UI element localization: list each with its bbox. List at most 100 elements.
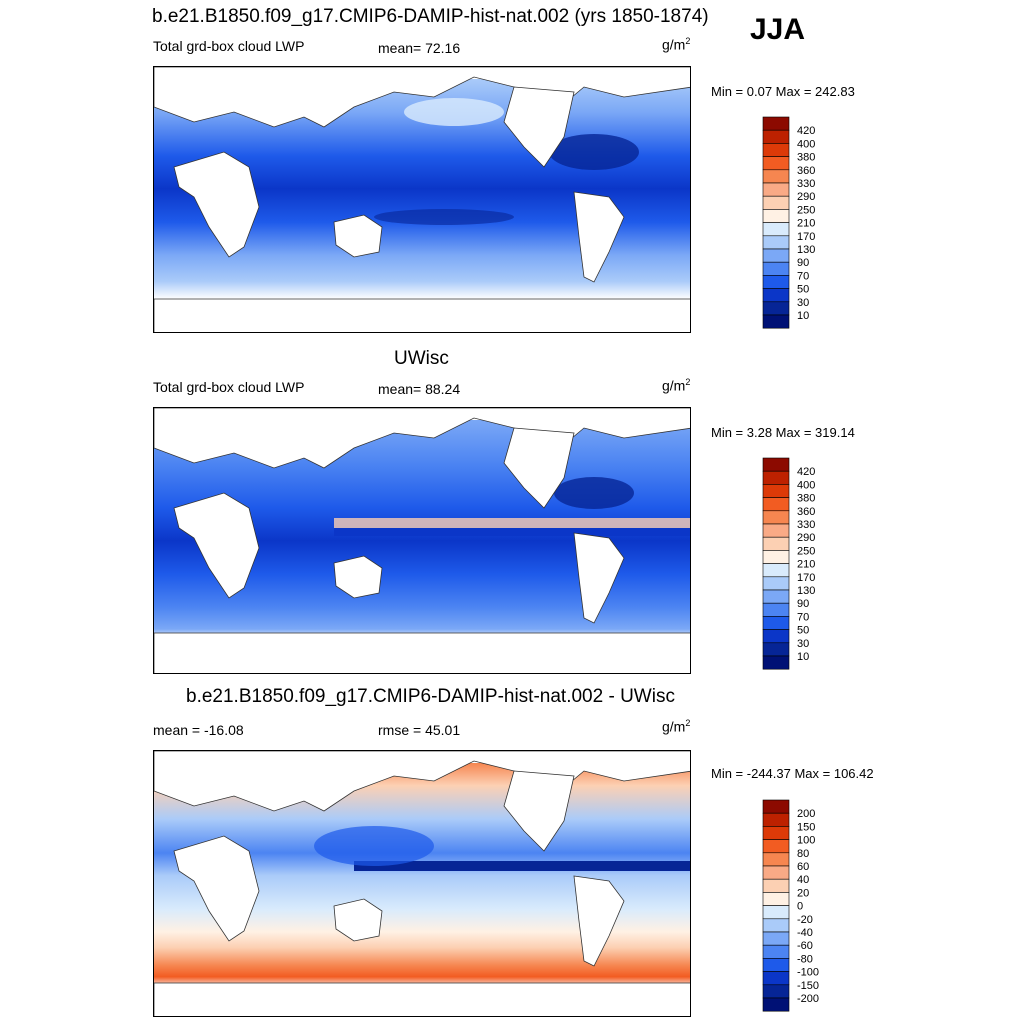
colorbar-swatch <box>762 497 790 512</box>
panel3-mean-label: mean = -16.08 <box>153 722 244 738</box>
south-america <box>573 191 625 283</box>
colorbar-swatch <box>762 616 790 630</box>
colorbar-tick-label: -80 <box>797 953 813 965</box>
colorbar-tick-label: 290 <box>797 532 815 544</box>
colorbar-tick-label: 360 <box>797 506 815 518</box>
colorbar-swatch <box>762 576 790 591</box>
panel1-variable-label: Total grd-box cloud LWP <box>153 38 305 54</box>
colorbar-tick-label: 250 <box>797 204 815 216</box>
colorbar-swatch <box>762 129 790 144</box>
south-america <box>573 532 625 624</box>
colorbar-tick-label: 130 <box>797 585 815 597</box>
colorbar-tick-label: 10 <box>797 310 809 322</box>
panel3-rmse-label: rmse = 45.01 <box>378 722 461 738</box>
colorbar-swatch <box>762 222 790 237</box>
panel3-colorbar: 200 150 100 80 60 40 20 0 -20 -40 -60 -80 -100 -150 -2… <box>762 799 823 1012</box>
colorbar-tick-label: -20 <box>797 914 813 926</box>
colorbar-swatch <box>762 655 790 670</box>
colorbar-tick-label: 90 <box>797 598 809 610</box>
panel2-unit-label: g/m2 <box>662 377 691 394</box>
colorbar-swatch <box>762 826 790 840</box>
colorbar-swatch <box>762 905 790 920</box>
colorbar-swatch <box>762 629 790 644</box>
colorbar-swatch <box>762 971 790 986</box>
africa <box>173 835 260 942</box>
itcz-band <box>334 518 690 528</box>
colorbar-swatch <box>762 878 790 893</box>
colorbar-swatch <box>762 195 790 210</box>
panel3-map <box>153 750 691 1017</box>
colorbar-swatch <box>762 997 790 1012</box>
colorbar-tick-label: 400 <box>797 138 815 150</box>
colorbar-swatch <box>762 182 790 197</box>
colorbar-swatch <box>762 116 790 131</box>
colorbar-tick-label: 170 <box>797 572 815 584</box>
colorbar-swatch <box>762 523 790 538</box>
panel1-map <box>153 66 691 333</box>
australia <box>333 555 383 599</box>
africa <box>173 151 260 258</box>
panel2-minmax-label: Min = 3.28 Max = 319.14 <box>711 425 855 440</box>
colorbar-tick-label: 210 <box>797 559 815 571</box>
land-masses <box>154 67 690 332</box>
colorbar-tick-label: 70 <box>797 611 809 623</box>
colorbar-swatch <box>762 799 790 814</box>
land-masses <box>154 751 690 1016</box>
colorbar-swatch <box>762 931 790 946</box>
antarctica <box>154 982 690 1016</box>
colorbar-tick-label: 30 <box>797 638 809 650</box>
colorbar-swatch <box>762 261 790 276</box>
panel3-colorbar-svg: 200150100806040200-20-40-60-80-100-150-2… <box>762 799 819 1012</box>
colorbar-tick-label: 40 <box>797 874 809 886</box>
colorbar-swatch <box>762 457 790 472</box>
panel1-minmax-label: Min = 0.07 Max = 242.83 <box>711 84 855 99</box>
colorbar-tick-label: 400 <box>797 479 815 491</box>
colorbar-swatch <box>762 248 790 263</box>
colorbar-swatch <box>762 235 790 250</box>
colorbar-swatch <box>762 852 790 867</box>
north-america <box>503 86 575 168</box>
colorbar-tick-label: 200 <box>797 808 815 820</box>
panel3-map-svg <box>154 751 690 1016</box>
north-atlantic-high <box>549 134 639 170</box>
colorbar-tick-label: 70 <box>797 270 809 282</box>
panel2-map <box>153 407 691 674</box>
tropical-band <box>334 528 690 536</box>
north-atlantic-high <box>554 477 634 509</box>
colorbar-swatch <box>762 892 790 906</box>
colorbar-tick-label: 20 <box>797 887 809 899</box>
panel2-mean-label: mean= 88.24 <box>378 381 461 397</box>
colorbar-swatch <box>762 314 790 329</box>
colorbar-swatch <box>762 589 790 604</box>
north-pacific-low <box>404 98 504 126</box>
colorbar-swatch <box>762 510 790 525</box>
colorbar-tick-label: 380 <box>797 152 815 164</box>
colorbar-tick-label: 10 <box>797 651 809 663</box>
australia <box>333 214 383 258</box>
colorbar-tick-label: 60 <box>797 861 809 873</box>
colorbar-swatch <box>762 536 790 551</box>
colorbar-tick-label: 0 <box>797 901 803 913</box>
panel2-map-svg <box>154 408 690 673</box>
colorbar-tick-label: -150 <box>797 980 819 992</box>
tropical-negative-band <box>354 861 690 871</box>
south-america <box>573 875 625 967</box>
panel1-mean-label: mean= 72.16 <box>378 40 461 56</box>
colorbar-swatch <box>762 865 790 880</box>
colorbar-swatch <box>762 288 790 303</box>
colorbar-tick-label: 50 <box>797 625 809 637</box>
colorbar-tick-label: -100 <box>797 967 819 979</box>
land-masses <box>154 408 690 673</box>
panel1-map-svg <box>154 67 690 332</box>
panel2-title: UWisc <box>394 348 449 369</box>
colorbar-tick-label: 90 <box>797 257 809 269</box>
colorbar-tick-label: 210 <box>797 218 815 230</box>
africa <box>173 492 260 599</box>
antarctica <box>154 632 690 673</box>
colorbar-swatch <box>762 918 790 933</box>
colorbar-tick-label: 290 <box>797 191 815 203</box>
colorbar-swatch <box>762 602 790 617</box>
colorbar-swatch <box>762 301 790 316</box>
